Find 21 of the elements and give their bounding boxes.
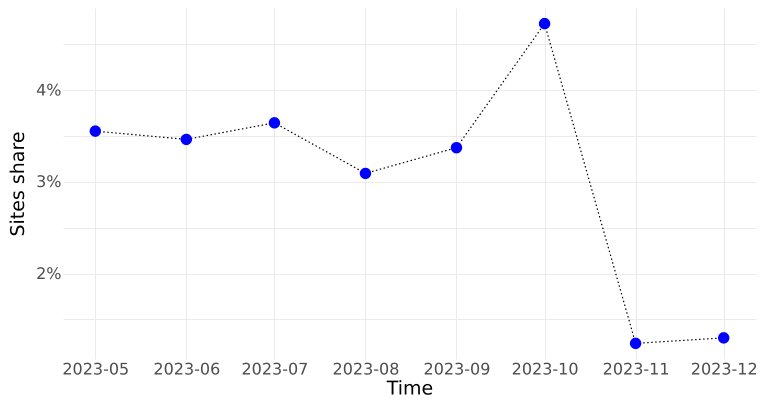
y-tick-label: 2% [36,264,62,284]
point [268,117,280,129]
point [360,168,372,180]
point [538,18,550,30]
x-tick-label: 2023-11 [602,360,670,378]
point [718,332,730,344]
x-tick-label: 2023-09 [424,360,490,378]
y-tick-label: 4% [36,80,62,100]
x-tick-label: 2023-10 [512,360,579,378]
y-tick-label: 3% [36,172,62,192]
point [180,134,192,146]
x-tick-label: 2023-05 [62,360,130,378]
point [90,125,101,137]
y-axis-title: Sites share [7,131,30,237]
point [450,142,462,154]
x-tick-label: 2023-12 [690,360,758,378]
x-tick-label: 2023-08 [332,360,400,378]
x-tick-label: 2023-07 [241,360,308,378]
x-axis-title: Time [386,378,434,400]
point [630,338,642,350]
x-tick-label: 2023-06 [153,360,220,378]
